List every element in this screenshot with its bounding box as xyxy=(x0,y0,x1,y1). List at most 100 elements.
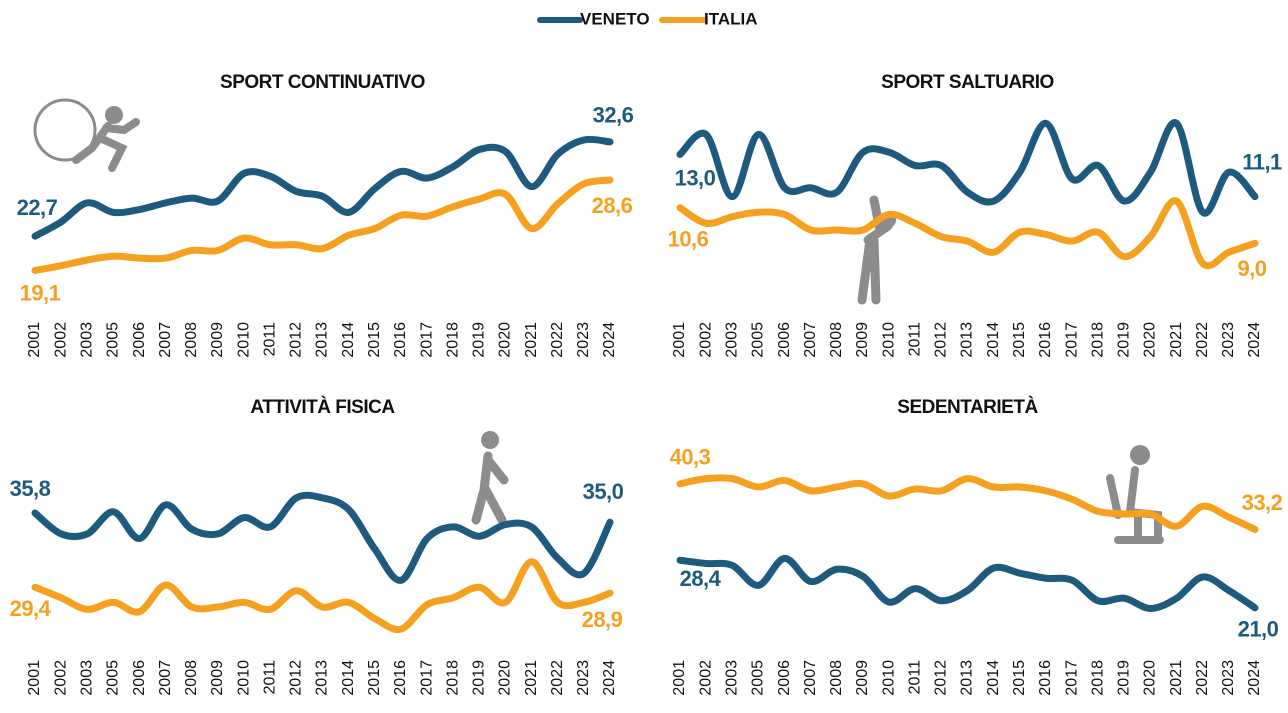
chart-title: ATTIVITÀ FISICA xyxy=(250,396,395,418)
walker-icon xyxy=(471,451,509,525)
series-line xyxy=(676,197,1259,270)
x-tick-label: 2003 xyxy=(78,660,95,696)
x-tick-label: 2022 xyxy=(1194,660,1211,696)
x-tick-label: 2001 xyxy=(671,322,688,358)
x-tick-label: 2008 xyxy=(828,322,845,358)
data-label: 33,2 xyxy=(1242,490,1283,515)
x-tick-label: 2003 xyxy=(723,660,740,696)
x-tick-label: 2005 xyxy=(105,322,122,358)
x-tick-label: 2009 xyxy=(854,322,871,358)
x-tick-label: 2021 xyxy=(523,322,540,358)
x-tick-label: 2006 xyxy=(131,660,148,696)
x-tick-label: 2023 xyxy=(575,322,592,358)
x-tick-label: 2009 xyxy=(854,660,871,696)
x-tick-label: 2018 xyxy=(444,322,461,358)
x-tick-label: 2006 xyxy=(131,322,148,358)
x-tick-label: 2005 xyxy=(105,660,122,696)
x-tick-label: 2017 xyxy=(1063,322,1080,358)
x-tick-label: 2013 xyxy=(314,322,331,358)
x-tick-label: 2005 xyxy=(750,660,767,696)
series-line xyxy=(31,491,614,584)
data-label: 9,0 xyxy=(1237,256,1266,281)
x-tick-label: 2023 xyxy=(575,660,592,696)
runner-icon xyxy=(105,106,123,124)
x-tick-label: 2010 xyxy=(235,322,252,358)
x-tick-label: 2017 xyxy=(1063,660,1080,696)
x-tick-label: 2002 xyxy=(697,660,714,696)
x-tick-label: 2002 xyxy=(697,322,714,358)
x-tick-label: 2019 xyxy=(1116,660,1133,696)
x-tick-label: 2024 xyxy=(1246,322,1263,358)
x-tick-label: 2013 xyxy=(959,322,976,358)
data-label: 22,7 xyxy=(17,195,58,220)
x-tick-label: 2012 xyxy=(933,660,950,696)
x-tick-label: 2018 xyxy=(444,660,461,696)
x-tick-label: 2016 xyxy=(1037,322,1054,358)
series-line xyxy=(31,176,614,274)
data-label: 21,0 xyxy=(1238,617,1279,642)
x-tick-label: 2017 xyxy=(418,322,435,358)
x-tick-label: 2002 xyxy=(52,322,69,358)
x-tick-label: 2021 xyxy=(523,660,540,696)
data-label: 11,1 xyxy=(1242,149,1282,174)
legend-label: ITALIA xyxy=(704,9,758,28)
chart-title: SEDENTARIETÀ xyxy=(897,396,1038,418)
x-tick-label: 2014 xyxy=(340,322,357,358)
clock-icon xyxy=(33,98,97,162)
data-label: 19,1 xyxy=(20,280,61,305)
chart-title: SPORT SALTUARIO xyxy=(881,72,1054,93)
x-tick-label: 2019 xyxy=(1116,322,1133,358)
x-tick-label: 2014 xyxy=(985,660,1002,696)
x-tick-label: 2010 xyxy=(880,660,897,696)
series-line xyxy=(31,558,614,633)
x-tick-label: 2021 xyxy=(1168,660,1185,696)
x-tick-label: 2022 xyxy=(549,660,566,696)
x-tick-label: 2024 xyxy=(601,660,618,696)
x-tick-label: 2011 xyxy=(906,322,923,357)
x-tick-label: 2023 xyxy=(1220,660,1237,696)
data-label: 40,3 xyxy=(670,445,711,470)
x-tick-label: 2016 xyxy=(392,660,409,696)
chart-title: SPORT CONTINUATIVO xyxy=(220,72,425,93)
x-tick-label: 2020 xyxy=(1142,322,1159,358)
x-tick-label: 2002 xyxy=(52,660,69,696)
x-tick-label: 2012 xyxy=(933,322,950,358)
x-tick-label: 2023 xyxy=(1220,322,1237,358)
data-label: 35,0 xyxy=(583,479,624,504)
x-tick-label: 2012 xyxy=(288,660,305,696)
data-label: 35,8 xyxy=(10,476,51,501)
x-tick-label: 2018 xyxy=(1089,322,1106,358)
x-tick-label: 2003 xyxy=(78,322,95,358)
x-tick-label: 2017 xyxy=(418,660,435,696)
x-tick-label: 2015 xyxy=(1011,660,1028,696)
stretch-icon xyxy=(857,195,893,305)
series-line xyxy=(676,119,1259,217)
x-tick-label: 2020 xyxy=(497,322,514,358)
x-tick-label: 2024 xyxy=(601,322,618,358)
x-tick-label: 2009 xyxy=(209,660,226,696)
x-tick-label: 2019 xyxy=(471,322,488,358)
x-tick-label: 2009 xyxy=(209,322,226,358)
data-label: 13,0 xyxy=(675,165,716,190)
x-tick-label: 2011 xyxy=(261,322,278,357)
x-tick-label: 2008 xyxy=(828,660,845,696)
x-tick-label: 2024 xyxy=(1246,660,1263,696)
x-tick-label: 2022 xyxy=(549,322,566,358)
x-tick-label: 2020 xyxy=(1142,660,1159,696)
data-label: 29,4 xyxy=(10,596,52,621)
x-tick-label: 2003 xyxy=(723,322,740,358)
legend: VENETO ITALIA xyxy=(537,9,758,28)
data-label: 28,4 xyxy=(680,566,722,591)
x-tick-label: 2016 xyxy=(392,322,409,358)
x-tick-label: 2015 xyxy=(366,322,383,358)
data-label: 28,6 xyxy=(592,193,633,218)
walker-icon xyxy=(481,431,499,449)
x-tick-label: 2015 xyxy=(1011,322,1028,358)
x-tick-label: 2012 xyxy=(288,322,305,358)
x-tick-label: 2006 xyxy=(776,322,793,358)
runner-icon xyxy=(72,118,140,172)
sitter-icon xyxy=(1130,445,1150,465)
x-tick-label: 2014 xyxy=(985,322,1002,358)
data-label: 10,6 xyxy=(668,227,709,252)
